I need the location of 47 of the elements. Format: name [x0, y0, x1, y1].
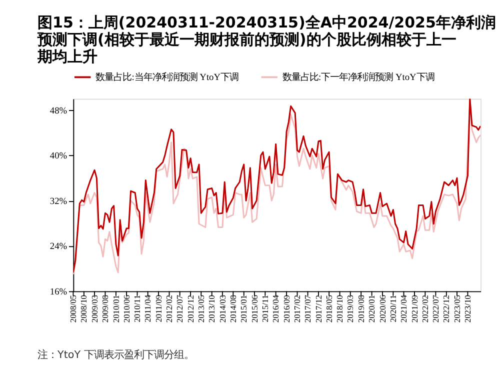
x-tick-label: 2015/06 — [249, 294, 260, 323]
y-tick-label: 32% — [50, 196, 68, 207]
x-tick-label: 2023/05 — [452, 294, 462, 323]
x-tick-label: 2022/12 — [441, 294, 452, 323]
x-tick-label: 2008/05 — [68, 294, 78, 323]
x-tick-label: 2023/10 — [462, 294, 473, 323]
x-tick-label: 2010/11 — [132, 294, 142, 322]
x-tick-label: 2013/05 — [196, 294, 206, 323]
y-tick-label: 40% — [50, 152, 68, 162]
x-tick-label: 2018/10 — [334, 294, 345, 323]
legend-label: 数量占比:当年净利润预测 YtoY下调 — [96, 72, 239, 84]
x-tick-label: 2009/08 — [100, 294, 110, 323]
x-tick-label: 2020/06 — [377, 294, 388, 323]
legend-label: 数量占比:下一年净利润预测 YtoY下调 — [282, 72, 434, 84]
chart-title: 图15：上周(20240311-20240315)全A中2024/2025年净利润预测下调(相较于最近一期财报前的预测)的个股比例相较于上一期均上升 — [36, 13, 496, 66]
x-tick-label: 2017/12 — [313, 294, 324, 323]
x-tick-label: 2018/05 — [324, 294, 334, 323]
x-tick-label: 2020/01 — [366, 294, 377, 323]
x-tick-label: 2016/04 — [270, 294, 281, 323]
x-tick-label: 2019/03 — [345, 294, 356, 323]
x-tick-label: 2009/03 — [89, 294, 100, 323]
x-tick-label: 2017/02 — [292, 294, 302, 323]
x-tick-label: 2022/07 — [430, 294, 441, 323]
text: 注：YtoY 下调表示盈利下调分组。 — [38, 348, 194, 361]
y-tick-label: 16% — [50, 287, 68, 298]
x-tick-label: 2020/11 — [388, 294, 398, 322]
x-tick-label: 2015/11 — [260, 294, 270, 322]
x-tick-label: 2013/10 — [206, 294, 217, 323]
x-tick-label: 2015/01 — [238, 294, 249, 323]
x-tick-label: 2011/09 — [153, 294, 164, 322]
y-tick-label: 24% — [50, 242, 68, 252]
x-tick-label: 2014/08 — [228, 294, 238, 323]
x-tick-label: 2021/09 — [409, 294, 420, 323]
x-tick-label: 2010/01 — [110, 294, 121, 323]
x-tick-label: 2010/06 — [121, 294, 132, 323]
x-tick-label: 2012/12 — [185, 294, 196, 323]
x-tick-label: 2016/09 — [281, 294, 292, 323]
x-tick-label: 2019/08 — [356, 294, 366, 323]
x-tick-label: 2012/02 — [164, 294, 174, 323]
x-tick-label: 2021/04 — [398, 294, 409, 323]
x-tick-label: 2022/02 — [420, 294, 430, 323]
y-tick-label: 48% — [50, 106, 68, 116]
x-tick-label: 2008/10 — [78, 294, 89, 323]
x-tick-label: 2012/07 — [174, 294, 185, 323]
x-tick-label: 2011/04 — [142, 294, 153, 322]
x-tick-label: 2017/07 — [302, 294, 313, 323]
x-tick-label: 2014/03 — [217, 294, 228, 323]
